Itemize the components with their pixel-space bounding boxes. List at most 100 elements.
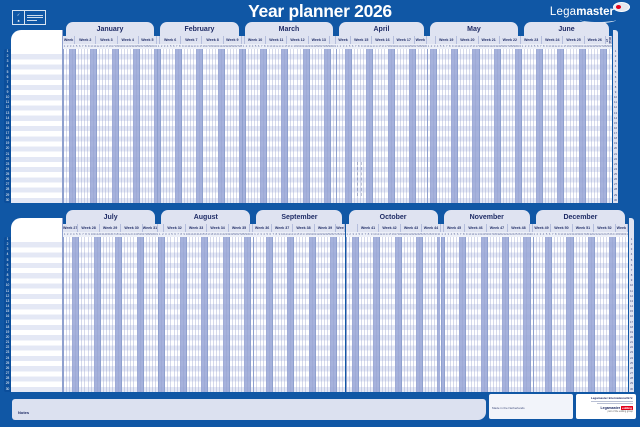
day-number: 23 [223, 44, 227, 48]
day-number: 19 [495, 232, 499, 236]
day-column [213, 237, 216, 392]
day-column [434, 237, 437, 392]
day-column-weekend [75, 237, 79, 392]
day-number: 22 [317, 232, 321, 236]
day-column [425, 237, 428, 392]
day-number: 6 [442, 44, 445, 48]
day-column [575, 237, 579, 392]
day-column [142, 237, 146, 392]
day-column [105, 237, 109, 392]
day-column [277, 237, 281, 392]
day-column [584, 49, 588, 203]
day-column [360, 49, 363, 203]
day-column [299, 49, 303, 203]
day-number: 7 [445, 44, 448, 48]
day-column [420, 49, 424, 203]
day-column [608, 49, 612, 203]
day-number: 1 [521, 44, 524, 48]
day-number: 5 [439, 44, 442, 48]
day-column [190, 49, 193, 203]
day-column [378, 49, 381, 203]
day-column [305, 237, 308, 392]
day-column-weekend [501, 237, 505, 392]
day-column-weekend [217, 49, 221, 203]
month-tab-october: October [348, 210, 438, 224]
day-column [342, 237, 345, 392]
day-number: 2 [444, 232, 447, 236]
day-column [232, 49, 236, 203]
day-column [393, 49, 397, 203]
day-column-weekend [222, 237, 226, 392]
fold-mark [361, 162, 362, 196]
day-column-weekend [387, 49, 391, 203]
row-number: 13 [613, 110, 618, 115]
day-number: 15 [575, 232, 579, 236]
day-column-weekend [496, 49, 500, 203]
day-column-weekend [204, 237, 208, 392]
week-cell: Week 13 [309, 36, 330, 44]
day-number: 14 [198, 232, 202, 236]
row-number: 24 [629, 355, 634, 360]
day-number: 25 [231, 232, 235, 236]
day-column [102, 49, 105, 203]
fsc-text-lines [25, 11, 45, 24]
day-number: 24 [323, 232, 327, 236]
day-number: 1 [157, 44, 160, 48]
week-cell: Week 45 [444, 224, 466, 232]
month-block-november: November Week 45 Week 46 Week 47 Week 48 1 2 3 4… [440, 210, 533, 392]
week-cell [242, 36, 245, 44]
week-cell: Week 5 [139, 36, 157, 44]
day-number: 23 [129, 44, 133, 48]
row-number: 5 [630, 257, 633, 262]
day-number: 25 [136, 232, 140, 236]
day-number: 28 [240, 232, 244, 236]
day-column-weekend [526, 237, 530, 392]
day-column-weekend [196, 49, 200, 203]
day-column-weekend [329, 237, 333, 392]
day-column [214, 49, 218, 203]
day-column-weekend [281, 49, 285, 203]
week-cell: Week 20 [457, 36, 479, 44]
month-tab-september: September [256, 210, 343, 224]
day-number: 18 [114, 44, 118, 48]
day-number: 13 [569, 232, 573, 236]
month-tab-march: March [244, 22, 333, 36]
day-column [108, 237, 112, 392]
day-number: 15 [469, 44, 473, 48]
day-number: 24 [133, 232, 137, 236]
day-column-weekend [238, 49, 242, 203]
day-number-row: 1 2 3 4 5 6 7 8 9 10 11 12 13 14 15 16 17 18 19 20 21 22 23 24 2… [426, 44, 521, 49]
day-number: 7 [364, 232, 367, 236]
day-column [532, 237, 536, 392]
week-cell: Week 36 [253, 224, 272, 232]
edding-tagline: part of the edding group [607, 410, 633, 413]
day-column [615, 237, 618, 392]
day-number: 17 [384, 44, 388, 48]
week-cell: Week 27 [63, 224, 79, 232]
row-number: 27 [613, 182, 618, 187]
day-number: 6 [257, 44, 260, 48]
day-number: 10 [548, 44, 552, 48]
day-column [112, 237, 115, 392]
day-column [181, 49, 184, 203]
day-column-weekend [437, 237, 441, 392]
row-number: 3 [6, 247, 9, 252]
day-number: 31 [332, 44, 336, 48]
row-number: 10 [5, 283, 10, 288]
day-number: 2 [339, 44, 342, 48]
row-number: 1 [614, 49, 617, 53]
day-column [229, 49, 233, 203]
day-number: 19 [390, 44, 394, 48]
day-column-weekend [268, 237, 272, 392]
day-column-weekend [536, 49, 540, 203]
day-column [533, 49, 536, 203]
day-column [314, 49, 318, 203]
day-column [216, 237, 219, 392]
row-number: 2 [614, 54, 617, 59]
day-number: 26 [422, 232, 426, 236]
row-number: 30 [5, 386, 10, 391]
day-number: 27 [333, 232, 337, 236]
week-cell: Week 16 [372, 36, 394, 44]
